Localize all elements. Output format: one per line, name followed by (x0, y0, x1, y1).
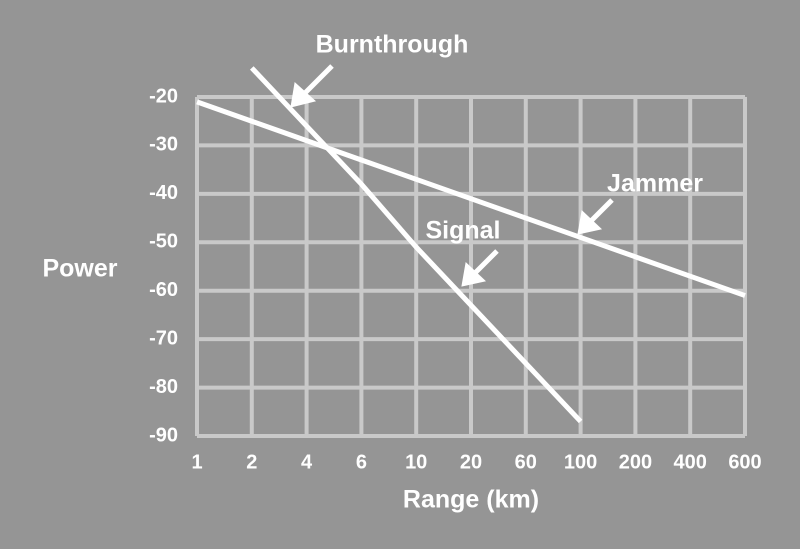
y-tick-label: -90 (149, 424, 178, 446)
y-tick-label: -30 (149, 134, 178, 156)
x-tick-label: 200 (619, 451, 652, 473)
x-tick-label: 100 (564, 451, 597, 473)
x-tick-label: 1 (191, 451, 202, 473)
y-tick-label: -60 (149, 279, 178, 301)
x-tick-label: 6 (356, 451, 367, 473)
arrow-head (461, 261, 487, 287)
x-axis-label: Range (km) (403, 486, 539, 514)
y-tick-label: -80 (149, 376, 178, 398)
annotation: Burnthrough (316, 31, 469, 59)
x-tick-label: 20 (460, 451, 482, 473)
x-tick-label: 60 (515, 451, 537, 473)
arrow (302, 64, 334, 96)
y-tick-label: -70 (149, 327, 178, 349)
y-axis-label: Power (42, 255, 117, 283)
y-tick-label: -20 (149, 85, 178, 107)
arrow (588, 198, 614, 224)
lines (196, 66, 746, 424)
x-tick-label: 600 (728, 451, 761, 473)
arrow-head (290, 82, 317, 108)
series-line (196, 99, 746, 298)
x-tick-label: 400 (674, 451, 707, 473)
arrow (472, 249, 499, 276)
arrows (290, 64, 614, 287)
series-line (249, 66, 583, 424)
annotation: Jammer (607, 170, 703, 198)
x-tick-label: 2 (246, 451, 257, 473)
grid (195, 95, 747, 438)
annotation: Signal (425, 217, 500, 245)
x-tick-label: 4 (301, 451, 313, 473)
y-tick-label: -40 (149, 182, 178, 204)
x-tick-label: 10 (405, 451, 427, 473)
y-tick-label: -50 (149, 231, 178, 253)
arrow-head (577, 209, 603, 235)
